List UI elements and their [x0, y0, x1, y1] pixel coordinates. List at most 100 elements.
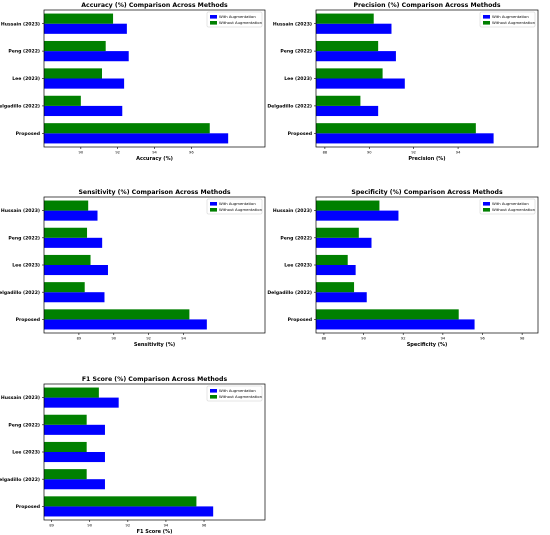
legend-label: With Augmentation — [219, 201, 256, 206]
bar-without-augmentation — [44, 200, 89, 211]
legend-label: Without Augmentation — [492, 20, 536, 25]
y-tick-label: Lee (2023) — [284, 76, 312, 82]
x-tick-label: 96 — [189, 151, 194, 155]
bar-with-augmentation — [44, 23, 127, 34]
bar-without-augmentation — [44, 227, 88, 238]
x-tick-label: 92 — [126, 524, 131, 528]
y-tick-label: Lee (2023) — [12, 450, 40, 456]
bar-without-augmentation — [316, 309, 459, 320]
legend-swatch — [210, 21, 217, 25]
bar-without-augmentation — [44, 469, 87, 480]
legend-swatch — [210, 208, 217, 212]
bar-without-augmentation — [316, 95, 361, 106]
x-tick-label: 96 — [202, 524, 207, 528]
bar-with-augmentation — [44, 292, 105, 303]
bar-without-augmentation — [44, 496, 197, 507]
legend-label: Without Augmentation — [492, 207, 536, 212]
legend-label: Without Augmentation — [219, 394, 263, 399]
bar-with-augmentation — [316, 78, 405, 89]
y-tick-label: Peng (2022) — [8, 49, 40, 55]
bar-with-augmentation — [316, 23, 392, 34]
bar-without-augmentation — [44, 68, 103, 79]
bar-with-augmentation — [316, 265, 356, 276]
x-tick-label: 94 — [164, 524, 169, 528]
x-tick-label: 94 — [441, 337, 446, 341]
bar-with-augmentation — [316, 51, 396, 62]
bar-with-augmentation — [44, 210, 98, 221]
chart-title: Precision (%) Comparison Across Methods — [353, 2, 500, 9]
legend-swatch — [483, 21, 490, 25]
bar-with-augmentation — [44, 105, 123, 117]
bar-without-augmentation — [316, 200, 380, 211]
bar-without-augmentation — [316, 282, 355, 293]
x-axis-label: Precision (%) — [408, 156, 445, 162]
legend-box — [206, 385, 263, 402]
y-tick-label: Hussain (2023) — [1, 208, 40, 214]
plot-frame — [315, 196, 539, 334]
bar-with-augmentation — [44, 265, 108, 276]
bar-with-augmentation — [44, 51, 129, 62]
y-tick-label: Proposed — [16, 317, 40, 323]
y-tick-label: Hussain (2023) — [1, 21, 40, 27]
legend-label: With Augmentation — [492, 14, 529, 19]
legend-swatch — [210, 395, 217, 399]
legend-swatch — [210, 389, 217, 393]
bar-with-augmentation — [316, 319, 475, 330]
y-tick-label: Delgadillo (2022) — [0, 477, 40, 483]
legend-label: Without Augmentation — [219, 20, 263, 25]
legend-box — [479, 11, 536, 28]
legend-label: With Augmentation — [219, 14, 256, 19]
bar-without-augmentation — [44, 40, 106, 52]
x-tick-label: 98 — [520, 337, 525, 341]
y-tick-label: Hussain (2023) — [1, 395, 40, 401]
y-tick-label: Peng (2022) — [8, 235, 40, 241]
bar-with-augmentation — [316, 292, 367, 303]
bar-with-augmentation — [44, 424, 105, 435]
y-tick-label: Delgadillo (2022) — [267, 290, 312, 296]
x-tick-label: 94 — [456, 151, 461, 155]
plot-frame — [315, 9, 539, 148]
bar-with-augmentation — [316, 105, 379, 117]
bar-without-augmentation — [316, 68, 383, 79]
x-tick-label: 92 — [115, 151, 120, 155]
bar-without-augmentation — [44, 95, 81, 106]
y-tick-label: Hussain (2023) — [273, 208, 312, 214]
y-tick-label: Hussain (2023) — [273, 21, 312, 27]
x-tick-label: 94 — [152, 151, 157, 155]
y-tick-label: Delgadillo (2022) — [0, 104, 40, 110]
plot-frame — [43, 196, 266, 334]
chart-4: F1 Score (%) Comparison Across Methods Pr… — [0, 376, 266, 535]
bar-without-augmentation — [44, 254, 91, 265]
chart-1: Precision (%) Comparison Across Methods P… — [267, 2, 539, 162]
bar-with-augmentation — [316, 237, 372, 248]
y-tick-label: Lee (2023) — [284, 263, 312, 269]
bar-without-augmentation — [44, 387, 99, 398]
x-tick-label: 90 — [367, 151, 372, 155]
y-tick-label: Lee (2023) — [12, 263, 40, 269]
chart-2: Sensitivity (%) Comparison Across Method… — [0, 189, 266, 348]
y-tick-label: Delgadillo (2022) — [267, 104, 312, 110]
x-axis-label: Sensitivity (%) — [134, 342, 175, 348]
bar-without-augmentation — [316, 13, 374, 24]
bar-with-augmentation — [44, 506, 214, 517]
bar-with-augmentation — [44, 452, 105, 463]
bar-with-augmentation — [316, 133, 494, 144]
x-tick-label: 92 — [146, 337, 151, 341]
bar-without-augmentation — [316, 254, 348, 265]
x-tick-label: 89 — [77, 337, 82, 341]
bar-with-augmentation — [316, 210, 399, 221]
chart-title: Specificity (%) Comparison Across Method… — [351, 189, 503, 196]
x-tick-label: 90 — [87, 524, 92, 528]
legend-label: With Augmentation — [492, 201, 529, 206]
bar-without-augmentation — [44, 13, 114, 24]
bar-without-augmentation — [44, 414, 87, 425]
y-tick-label: Proposed — [16, 504, 40, 510]
x-tick-label: 89 — [49, 524, 54, 528]
bar-without-augmentation — [44, 441, 87, 452]
x-tick-label: 90 — [79, 151, 84, 155]
